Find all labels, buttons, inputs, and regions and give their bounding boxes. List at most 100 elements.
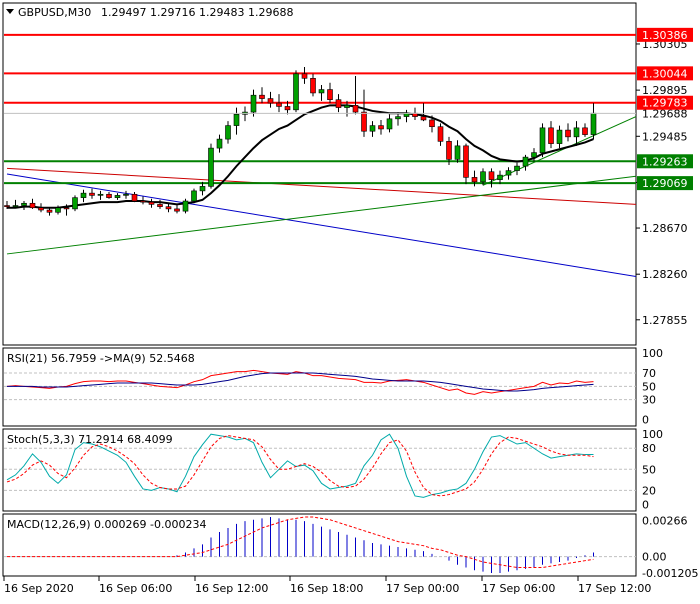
rsi-title: RSI(21) 56.7959 ->MA(9) 52.5468 [7,352,195,365]
candle-6 [55,205,61,215]
candle-10 [89,188,95,199]
level-label-bg [637,154,693,169]
x-tick-label: 16 Sep 2020 [4,582,74,595]
candle-body [157,204,163,207]
x-tick-label: 17 Sep 12:00 [578,582,651,595]
rsi-tick-label: 50 [642,380,656,393]
candle-33 [284,100,291,115]
candle-43 [369,121,376,137]
candle-body [12,205,19,207]
candle-56 [480,168,486,186]
candle-body [38,207,44,211]
macd-panel-frame [2,513,637,577]
candle-body [420,116,427,121]
level-label-1: 1.30044 [642,67,688,80]
candle-57 [488,168,495,188]
candle-30 [259,87,265,104]
candle-body [573,127,580,138]
candle-11 [97,190,104,200]
candle-14 [123,190,129,199]
candle-23 [199,181,206,196]
candle-body [80,192,87,198]
candle-body [437,126,444,142]
candle-45 [386,114,393,133]
candle-60 [514,162,520,176]
current-price-label-bg [637,106,693,121]
price-panel[interactable]: 1.303051.298951.294851.290751.286701.282… [4,27,693,327]
candle-21 [182,198,189,214]
macd-tick-label: 0.00 [642,551,667,564]
macd-panel[interactable]: 0.00266 0.00 -0.001205 [4,514,698,580]
candle-body [21,202,27,206]
candle-34 [293,70,299,113]
candle-27 [233,107,240,135]
candle-19 [165,203,172,213]
candle-body [429,119,435,128]
candle-body [199,186,206,192]
stoch-series-0 [6,433,594,498]
rsi-tick-label: 70 [642,367,656,380]
candle-body [505,170,512,176]
candle-body [114,195,121,198]
macd-signal-line [7,516,594,568]
candle-body [301,73,308,79]
x-tick-label: 16 Sep 12:00 [195,582,268,595]
candle-2 [21,201,27,211]
trendline-2[interactable] [6,175,637,255]
candle-65 [556,125,563,149]
candle-8 [72,195,78,212]
candle-38 [327,82,333,104]
candle-24 [208,143,214,189]
candle-body [284,106,291,111]
candle-4 [38,203,44,213]
x-tick-label: 17 Sep 00:00 [386,582,459,595]
x-tick-label: 16 Sep 18:00 [290,582,363,595]
candle-body [63,207,70,210]
candle-67 [573,121,580,146]
price-symbol: GBPUSD,M30 [18,6,91,19]
stoch-tick-label: 100 [642,428,663,441]
candle-61 [522,154,529,171]
symbol-dropdown-icon[interactable] [6,9,14,14]
candle-body [556,129,563,144]
candle-body [590,112,597,135]
candle-51 [437,123,444,146]
level-label-bg [637,27,693,42]
candle-52 [446,136,452,165]
candle-body [182,200,189,212]
candle-58 [497,170,503,185]
price-tick-label: 1.29895 [642,84,688,97]
candle-body [259,94,265,99]
candle-37 [318,85,325,101]
candle-body [582,127,588,135]
level-label-0: 1.30386 [642,29,688,42]
candle-body [123,193,129,196]
candle-body [539,127,546,153]
candle-68 [582,123,588,137]
price-tick-label: 1.27855 [642,314,688,327]
candle-59 [505,167,512,180]
candle-body [191,190,197,202]
candle-body [97,193,104,196]
candle-49 [420,103,427,122]
level-label-bg [637,66,693,81]
candle-40 [344,100,350,117]
candle-body [46,209,53,213]
candle-body [471,177,478,183]
candle-5 [46,207,53,216]
trendline-0[interactable] [6,173,637,277]
candle-66 [565,123,571,142]
candle-body [522,156,529,167]
candle-body [250,94,257,113]
candle-18 [157,199,163,209]
candle-body [531,152,537,158]
candle-body [216,138,223,149]
candle-46 [395,112,401,126]
trendline-1[interactable] [6,167,637,205]
candle-body [225,125,231,140]
price-panel-frame [2,2,637,346]
